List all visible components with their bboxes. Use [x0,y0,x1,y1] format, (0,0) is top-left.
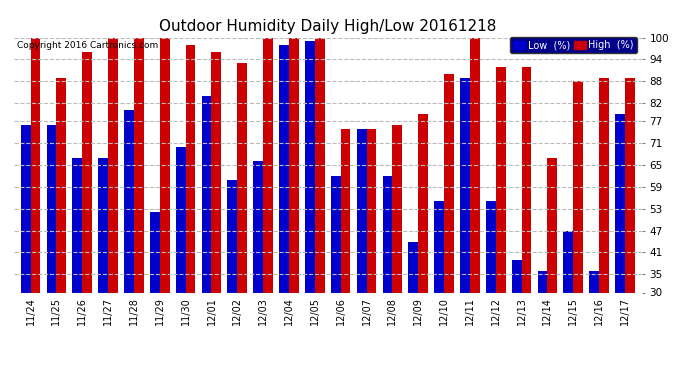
Bar [366,129,376,292]
Bar [82,52,92,292]
Bar [57,78,66,292]
Bar [315,38,325,292]
Bar [228,180,237,292]
Bar [201,96,211,292]
Bar [418,114,428,292]
Bar [108,38,118,292]
Bar [124,110,134,292]
Bar [460,78,470,292]
Bar [486,201,495,292]
Bar [538,271,547,292]
Bar [98,158,108,292]
Bar [522,67,531,292]
Title: Outdoor Humidity Daily High/Low 20161218: Outdoor Humidity Daily High/Low 20161218 [159,18,496,33]
Bar [495,67,506,292]
Bar [444,74,454,292]
Text: Copyright 2016 Cartronics.com: Copyright 2016 Cartronics.com [17,41,158,50]
Bar [589,271,599,292]
Bar [547,158,558,292]
Bar [263,38,273,292]
Bar [21,125,30,292]
Bar [512,260,522,292]
Bar [564,231,573,292]
Bar [47,125,57,292]
Bar [160,38,170,292]
Bar [134,38,144,292]
Bar [408,242,418,292]
Legend: Low  (%), High  (%): Low (%), High (%) [510,37,637,53]
Bar [573,81,583,292]
Bar [150,212,160,292]
Bar [253,161,263,292]
Bar [357,129,366,292]
Bar [72,158,82,292]
Bar [186,45,195,292]
Bar [341,129,351,292]
Bar [434,201,444,292]
Bar [382,176,393,292]
Bar [176,147,186,292]
Bar [331,176,341,292]
Bar [615,114,625,292]
Bar [625,78,635,292]
Bar [289,38,299,292]
Bar [279,45,289,292]
Bar [305,41,315,292]
Bar [30,38,41,292]
Bar [393,125,402,292]
Bar [470,38,480,292]
Bar [599,78,609,292]
Bar [237,63,247,292]
Bar [211,52,221,292]
